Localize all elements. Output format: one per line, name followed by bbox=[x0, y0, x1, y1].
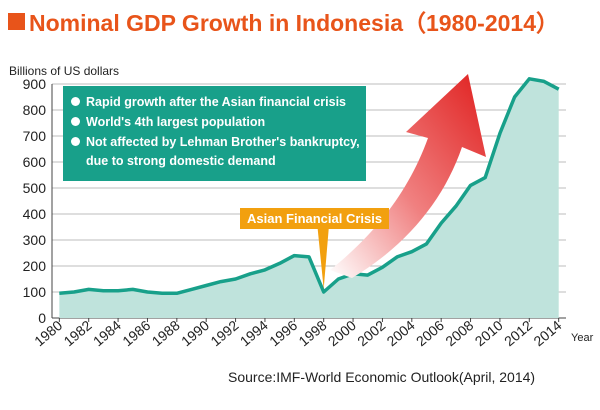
x-tick-label: 1996 bbox=[266, 317, 300, 349]
crisis-label: Asian Financial Crisis bbox=[240, 208, 390, 229]
x-tick-label: 1982 bbox=[60, 317, 94, 349]
x-tick-label: 1998 bbox=[295, 317, 329, 349]
y-tick-label: 300 bbox=[23, 232, 47, 248]
callout-item: Not affected by Lehman Brother's bankrup… bbox=[71, 132, 360, 152]
y-tick-label: 800 bbox=[23, 102, 47, 118]
bullet-icon bbox=[71, 117, 80, 126]
y-tick-label: 900 bbox=[23, 76, 47, 92]
callout-item-continuation: due to strong domestic demand bbox=[86, 154, 276, 168]
x-tick-label: 2004 bbox=[384, 317, 418, 349]
x-tick-label: 2008 bbox=[442, 317, 476, 349]
y-tick-label: 0 bbox=[38, 310, 46, 326]
source-note: Source:IMF-World Economic Outlook(April,… bbox=[228, 369, 536, 385]
crisis-pointer bbox=[317, 229, 329, 289]
title-square-icon bbox=[8, 12, 25, 30]
x-tick-label: 2014 bbox=[530, 317, 564, 349]
x-tick-label: 1984 bbox=[90, 317, 124, 349]
x-tick-label: 1992 bbox=[207, 317, 241, 349]
x-tick-label: 1986 bbox=[119, 317, 153, 349]
callout-item-text: World's 4th largest population bbox=[86, 115, 266, 129]
gdp-area bbox=[59, 78, 559, 318]
x-tick-label: 1980 bbox=[31, 317, 65, 349]
x-tick-label: 1990 bbox=[178, 317, 212, 349]
callout-item-text: Rapid growth after the Asian financial c… bbox=[86, 95, 347, 109]
gdp-line bbox=[59, 77, 560, 296]
highlights-callout: Rapid growth after the Asian financial c… bbox=[63, 86, 366, 181]
x-tick-label: 1994 bbox=[237, 317, 271, 349]
y-axis-label: Billions of US dollars bbox=[9, 64, 120, 78]
x-tick-label: 2010 bbox=[472, 317, 506, 349]
x-tick-label: 2000 bbox=[325, 317, 359, 349]
x-axis-label: Year bbox=[571, 332, 594, 344]
y-tick-label: 100 bbox=[23, 284, 47, 300]
callout-item: World's 4th largest population bbox=[71, 112, 360, 132]
callout-item-text: Not affected by Lehman Brother's bankrup… bbox=[86, 135, 360, 149]
title-block: Nominal GDP Growth in Indonesia（1980-201… bbox=[8, 4, 559, 38]
x-tick-label: 1988 bbox=[149, 317, 183, 349]
y-tick-label: 200 bbox=[23, 258, 47, 274]
x-tick-label: 2012 bbox=[501, 317, 535, 349]
x-tick-label: 2006 bbox=[413, 317, 447, 349]
y-tick-label: 700 bbox=[23, 128, 47, 144]
y-tick-label: 400 bbox=[23, 206, 47, 222]
bullet-icon bbox=[71, 137, 80, 146]
y-tick-label: 600 bbox=[23, 154, 47, 170]
x-tick-label: 2002 bbox=[354, 317, 388, 349]
y-tick-label: 500 bbox=[23, 180, 47, 196]
growth-arrow bbox=[330, 74, 486, 278]
bullet-icon bbox=[71, 97, 80, 106]
chart-title: Nominal GDP Growth in Indonesia（1980-201… bbox=[29, 10, 559, 36]
callout-item: Rapid growth after the Asian financial c… bbox=[71, 92, 360, 112]
